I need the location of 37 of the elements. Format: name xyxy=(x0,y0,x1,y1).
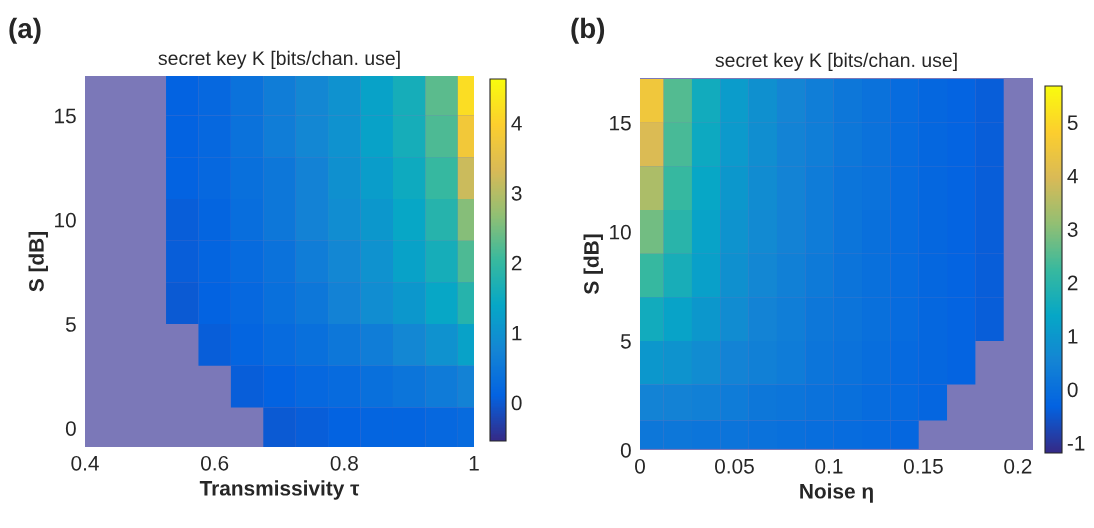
y-tick-label: 0 xyxy=(65,421,76,436)
color-bar-label: 5 xyxy=(1067,115,1078,131)
chart-title: secret key K [bits/chan. use] xyxy=(715,52,957,71)
y-tick-label: 0 xyxy=(620,443,631,458)
x-tick-label: 1 xyxy=(469,456,479,471)
color-bar-label: 4 xyxy=(511,116,522,131)
text: (b) xyxy=(571,17,605,44)
color-bar-label: 0 xyxy=(511,395,522,411)
x-tick-label: 0.05 xyxy=(715,458,754,474)
text: (a) xyxy=(9,17,41,44)
y-tick-label: 10 xyxy=(610,224,631,240)
x-tick-label: 0 xyxy=(635,458,645,474)
color-bar-label: 3 xyxy=(511,185,522,201)
x-axis-title: Noise η xyxy=(800,483,873,503)
color-bar-label: 1 xyxy=(512,325,522,341)
color-bar-label: 4 xyxy=(1067,168,1078,184)
x-axis-title: Transmissivity τ xyxy=(199,480,360,500)
x-tick-label: 0.4 xyxy=(71,455,99,471)
color-bar-label: 1 xyxy=(1068,329,1078,344)
y-axis-title: S [dB] xyxy=(583,234,603,295)
chart-title: secret key K [bits/chan. use] xyxy=(158,50,400,69)
x-tick-label: 0.6 xyxy=(201,455,229,471)
x-tick-label: 0.2 xyxy=(1004,458,1032,474)
color-bar-label: 3 xyxy=(1067,222,1078,237)
color-bar-label: -1 xyxy=(1067,436,1085,451)
y-tick-label: 5 xyxy=(65,317,76,332)
color-bar-label: 0 xyxy=(1067,382,1078,398)
color-bar-label: 2 xyxy=(511,255,522,271)
y-tick-label: 15 xyxy=(610,115,631,131)
x-tick-label: 0.1 xyxy=(815,458,843,474)
x-tick-label: 0.15 xyxy=(903,458,943,474)
y-tick-label: 15 xyxy=(55,108,76,124)
y-tick-label: 5 xyxy=(620,334,631,349)
y-axis-title: S [dB] xyxy=(28,232,48,292)
x-tick-label: 0.8 xyxy=(330,455,358,471)
y-tick-label: 10 xyxy=(55,212,76,228)
color-bar-label: 2 xyxy=(1067,275,1078,291)
